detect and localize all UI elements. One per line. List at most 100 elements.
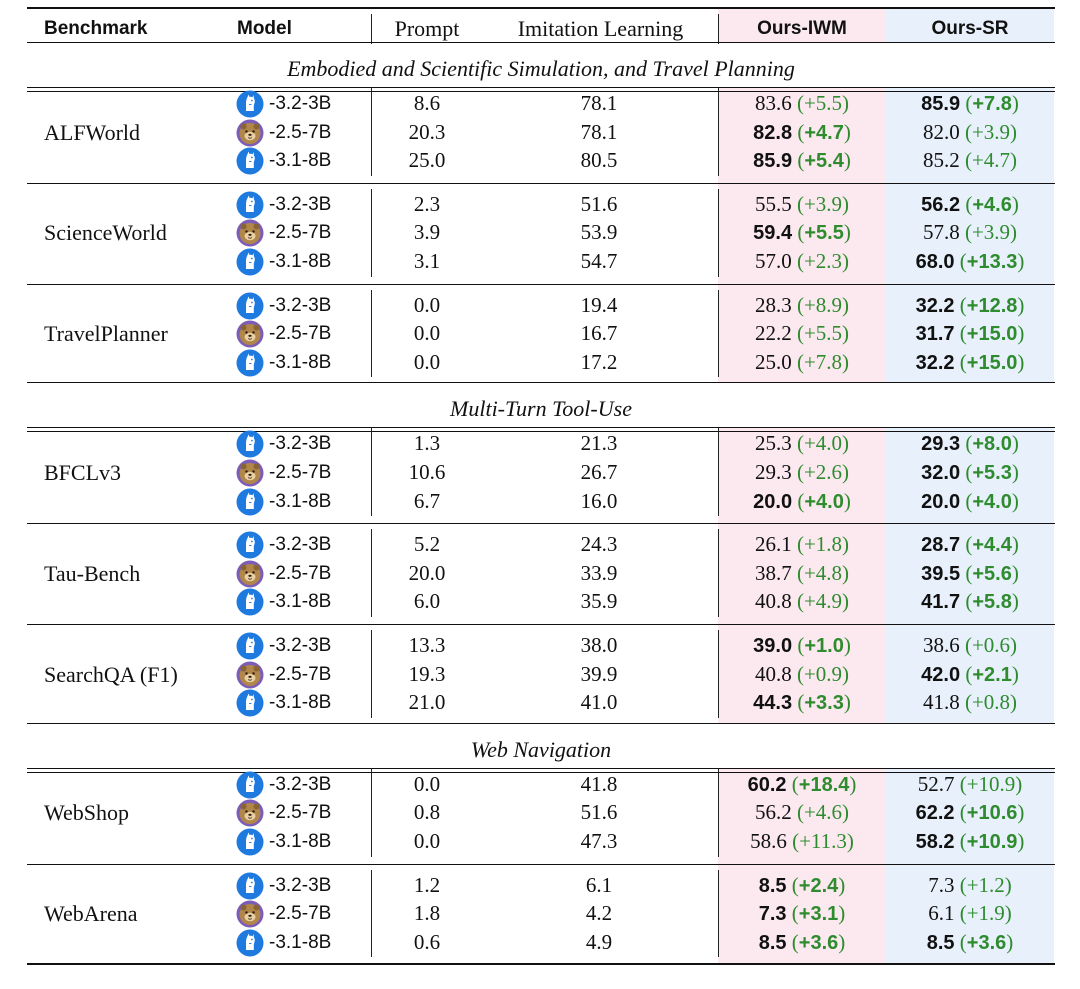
benchmark-rule bbox=[27, 624, 1055, 625]
ours-iwm-value: 8.5 (+2.4) bbox=[718, 873, 886, 898]
model-cell: -2.5-7B bbox=[236, 459, 331, 487]
model-label: -2.5-7B bbox=[269, 121, 332, 143]
score: 31.7 bbox=[915, 323, 955, 346]
ours-iwm-value: 26.1 (+1.8) bbox=[718, 532, 886, 557]
gain-value: +12.8 bbox=[966, 294, 1018, 317]
score: 38.7 bbox=[754, 560, 792, 585]
imitation-value: 26.7 bbox=[580, 460, 618, 484]
header-divider bbox=[718, 14, 719, 44]
benchmark-rule bbox=[27, 283, 1055, 285]
section-rule bbox=[27, 382, 1055, 384]
ours-iwm-value: 20.0 (+4.0) bbox=[718, 489, 886, 514]
imitation-value: 4.2 bbox=[585, 901, 613, 926]
llama-icon bbox=[236, 430, 264, 458]
ours-sr-value: 41.8 (+0.8) bbox=[886, 690, 1054, 715]
score: 85.9 bbox=[753, 150, 793, 173]
score-gain: (+10.6) bbox=[959, 800, 1025, 825]
column-divider bbox=[371, 768, 372, 857]
prompt-value: 6.0 bbox=[413, 589, 441, 614]
prompt-value: 10.6 bbox=[408, 460, 446, 484]
header-model: Model bbox=[237, 18, 292, 39]
score-gain: (+15.0) bbox=[959, 321, 1025, 346]
prompt-value: 25.0 bbox=[408, 148, 446, 173]
gain-value: +4.4 bbox=[972, 534, 1012, 557]
score-gain: (+4.6) bbox=[965, 191, 1019, 216]
model-label: -2.5-7B bbox=[269, 562, 332, 584]
score-gain: (+3.1) bbox=[791, 901, 846, 926]
ours-sr-value: 6.1 (+1.9) bbox=[886, 901, 1054, 926]
qwen-bear-icon bbox=[236, 661, 264, 689]
prompt-value: 1.3 bbox=[413, 431, 441, 456]
score: 83.6 bbox=[754, 91, 792, 115]
score: 41.8 bbox=[922, 690, 960, 715]
qwen-bear-icon bbox=[236, 560, 264, 588]
ours-sr-value: 82.0 (+3.9) bbox=[886, 120, 1054, 145]
section-double-rule-1 bbox=[27, 87, 1055, 88]
llama-icon bbox=[236, 349, 264, 377]
prompt-value: 0.0 bbox=[413, 771, 441, 796]
ours-iwm-value: 8.5 (+3.6) bbox=[718, 930, 886, 955]
section-title: Embodied and Scientific Simulation, and … bbox=[287, 56, 795, 81]
prompt-value: 0.0 bbox=[413, 292, 441, 317]
score-gain: (+0.6) bbox=[964, 633, 1018, 657]
imitation-value: 6.1 bbox=[585, 872, 613, 897]
model-cell: -3.2-3B bbox=[236, 872, 331, 900]
score-gain: (+18.4) bbox=[791, 771, 857, 796]
score-gain: (+7.8) bbox=[796, 349, 850, 374]
imitation-value: 4.9 bbox=[585, 929, 613, 954]
imitation-value: 51.6 bbox=[580, 191, 618, 216]
ours-sr-value: 52.7 (+10.9) bbox=[886, 772, 1054, 797]
gain-value: +4.7 bbox=[804, 121, 844, 144]
score: 29.3 bbox=[921, 433, 961, 456]
benchmark-name: Tau-Bench bbox=[44, 560, 141, 586]
model-cell: -3.1-8B bbox=[236, 929, 331, 957]
ours-iwm-value: 56.2 (+4.6) bbox=[718, 800, 886, 825]
prompt-value: 2.3 bbox=[413, 191, 441, 216]
gain-value: +5.4 bbox=[804, 150, 844, 173]
llama-icon bbox=[236, 488, 264, 516]
benchmark-name: TravelPlanner bbox=[44, 321, 168, 347]
column-divider bbox=[371, 88, 372, 176]
score: 44.3 bbox=[753, 692, 793, 715]
prompt-value: 20.3 bbox=[408, 119, 446, 144]
score-gain: (+2.1) bbox=[965, 661, 1019, 686]
llama-icon bbox=[236, 872, 264, 900]
gain-value: +18.4 bbox=[798, 773, 850, 796]
ours-iwm-value: 82.8 (+4.7) bbox=[718, 120, 886, 145]
score: 62.2 bbox=[915, 802, 955, 825]
ours-iwm-value: 29.3 (+2.6) bbox=[718, 460, 886, 485]
imitation-value: 19.4 bbox=[580, 292, 618, 317]
score-gain: (+5.3) bbox=[965, 460, 1019, 484]
score-gain: (+11.3) bbox=[792, 829, 854, 853]
score-gain: (+5.6) bbox=[965, 560, 1019, 585]
score-gain: (+1.2) bbox=[959, 872, 1012, 897]
prompt-value: 0.0 bbox=[413, 829, 441, 853]
model-label: -2.5-7B bbox=[269, 222, 332, 244]
model-label: -2.5-7B bbox=[269, 323, 332, 345]
score: 22.2 bbox=[754, 321, 792, 346]
model-cell: -3.1-8B bbox=[236, 147, 331, 175]
score: 39.5 bbox=[921, 562, 961, 585]
column-divider bbox=[718, 428, 719, 517]
ours-sr-value: 29.3 (+8.0) bbox=[886, 431, 1054, 456]
llama-icon bbox=[236, 90, 264, 118]
header-ours-iwm: Ours-IWM bbox=[757, 18, 847, 39]
ours-sr-value: 62.2 (+10.6) bbox=[886, 800, 1054, 825]
imitation-value: 80.5 bbox=[580, 148, 618, 173]
score: 28.7 bbox=[921, 534, 961, 557]
score-gain: (+3.9) bbox=[964, 119, 1018, 144]
section-band bbox=[27, 43, 1055, 87]
score: 28.3 bbox=[754, 292, 792, 317]
score-gain: (+12.8) bbox=[959, 292, 1025, 317]
llama-icon bbox=[236, 929, 264, 957]
section-double-rule-2 bbox=[27, 431, 1055, 433]
score-gain: (+4.0) bbox=[965, 488, 1019, 513]
model-cell: -3.1-8B bbox=[236, 488, 331, 516]
ours-sr-value: 20.0 (+4.0) bbox=[886, 489, 1054, 514]
score-gain: (+15.0) bbox=[959, 349, 1025, 374]
score: 52.7 bbox=[917, 771, 955, 796]
column-divider bbox=[718, 630, 719, 718]
column-divider bbox=[371, 869, 372, 958]
score-gain: (+0.8) bbox=[964, 690, 1018, 715]
llama-icon bbox=[236, 689, 264, 717]
